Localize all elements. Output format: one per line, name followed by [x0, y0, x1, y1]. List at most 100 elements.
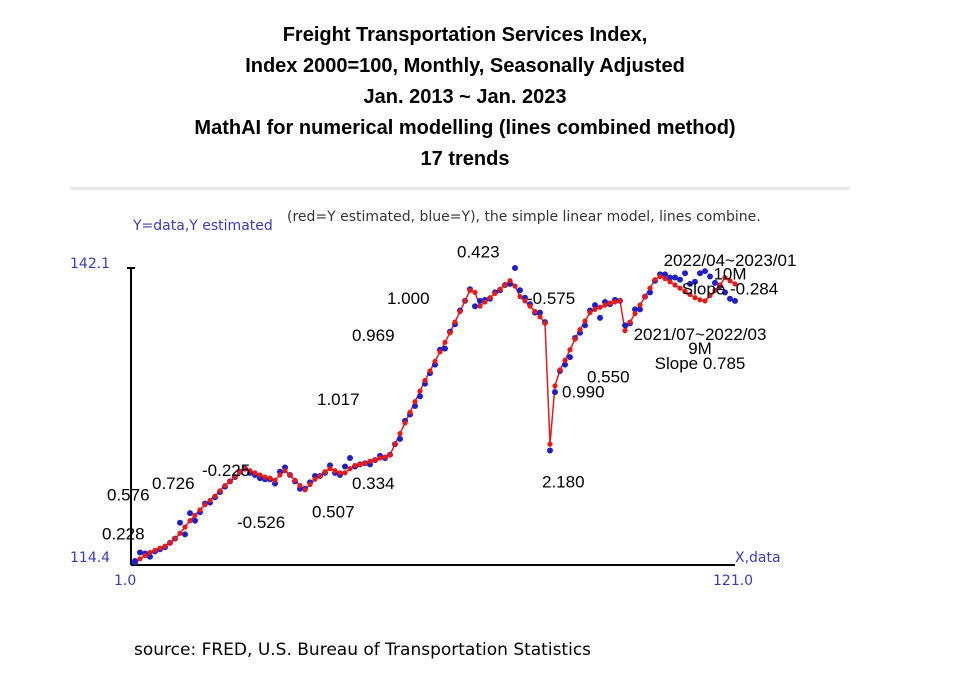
- estimated-point-red: [222, 482, 228, 489]
- estimated-point-red: [292, 477, 298, 483]
- estimated-point-red: [432, 358, 438, 365]
- estimated-point-red: [267, 475, 273, 481]
- estimated-point-red: [302, 487, 308, 493]
- data-point-blue: [727, 295, 733, 302]
- data-point-blue: [517, 287, 523, 294]
- data-point-blue: [442, 345, 448, 352]
- estimated-point-red: [137, 556, 143, 562]
- trend-annotation: 9M: [688, 339, 712, 358]
- plot-top-border: [70, 187, 850, 190]
- estimated-point-red: [337, 470, 343, 476]
- estimated-point-red: [522, 298, 528, 304]
- estimated-point-red: [467, 287, 473, 293]
- estimated-point-red: [397, 430, 403, 437]
- estimated-point-red: [607, 300, 613, 306]
- estimated-point-red: [587, 309, 593, 316]
- data-point-blue: [417, 393, 423, 400]
- data-point-blue: [567, 354, 573, 361]
- trend-annotation: 0.576: [107, 485, 150, 504]
- estimated-point-red: [592, 306, 598, 312]
- estimated-point-red: [162, 543, 168, 549]
- data-point-blue: [707, 273, 713, 280]
- estimated-point-red: [702, 298, 708, 304]
- data-point-blue: [592, 302, 598, 309]
- estimated-point-red: [322, 469, 328, 475]
- estimated-point-red: [652, 277, 658, 283]
- trend-annotation: 2021/07~2022/03: [634, 325, 767, 344]
- data-point-blue: [537, 309, 543, 316]
- trend-annotation: Slope 0.785: [655, 354, 746, 373]
- data-point-blue: [131, 558, 139, 566]
- estimated-point-red: [417, 388, 423, 394]
- estimated-series-line: [134, 275, 736, 563]
- estimated-point-red: [442, 339, 448, 345]
- data-point-blue: [662, 271, 668, 278]
- estimated-point-red: [657, 273, 663, 280]
- data-point-blue: [687, 280, 693, 287]
- estimated-point-red: [197, 507, 203, 513]
- estimated-point-red: [582, 318, 588, 324]
- estimated-point-red: [217, 488, 223, 494]
- data-point-blue: [342, 463, 348, 470]
- trend-annotation: -0.225: [202, 461, 250, 480]
- estimated-point-red: [572, 336, 578, 342]
- estimated-point-red: [412, 399, 418, 405]
- estimated-point-red: [347, 465, 353, 472]
- trend-annotation: 2022/04~2023/01: [664, 251, 797, 270]
- chart-title-block: Freight Transportation Services Index, I…: [0, 20, 930, 175]
- trend-annotation: 0.423: [457, 242, 500, 261]
- data-point-blue: [702, 268, 708, 275]
- trend-annotation: 0.507: [312, 502, 355, 521]
- estimated-point-red: [232, 474, 238, 480]
- estimated-point-red: [532, 308, 538, 315]
- estimated-point-red: [382, 454, 388, 460]
- data-point-blue: [647, 289, 653, 296]
- data-point-blue: [347, 454, 353, 461]
- data-point-blue: [182, 531, 188, 538]
- trend-annotation: 2.180: [542, 473, 585, 492]
- estimated-point-red: [242, 465, 248, 472]
- estimated-point-red: [282, 468, 288, 474]
- data-point-blue: [732, 297, 738, 304]
- estimated-point-red: [527, 303, 533, 309]
- estimated-point-red: [172, 536, 178, 542]
- estimated-point-red: [697, 297, 703, 303]
- estimated-point-red: [557, 367, 563, 373]
- estimated-point-red: [717, 282, 723, 288]
- estimated-point-red: [712, 287, 718, 293]
- data-point-blue: [397, 435, 403, 442]
- estimated-point-red: [577, 326, 583, 333]
- estimated-point-red: [642, 294, 648, 300]
- estimated-point-red: [312, 476, 318, 482]
- trend-annotation: -0.575: [527, 289, 575, 308]
- x-axis-label: X,data: [735, 550, 781, 566]
- estimated-point-red: [272, 477, 278, 483]
- estimated-point-red: [362, 460, 368, 466]
- estimated-point-red: [422, 377, 428, 384]
- estimated-point-red: [507, 278, 513, 284]
- estimated-point-red: [462, 298, 468, 304]
- estimated-point-red: [447, 330, 453, 336]
- estimated-point-red: [377, 455, 383, 461]
- estimated-point-red: [437, 349, 443, 355]
- estimated-point-red: [392, 441, 398, 447]
- estimated-point-red: [707, 292, 713, 299]
- trend-annotation: 1.000: [387, 289, 430, 308]
- estimated-point-red: [472, 289, 478, 296]
- estimated-point-red: [427, 368, 433, 374]
- estimated-point-red: [617, 298, 623, 304]
- estimated-point-red: [227, 478, 233, 484]
- estimated-point-red: [562, 357, 568, 363]
- trend-annotation: 0.228: [102, 525, 145, 544]
- estimated-point-red: [597, 304, 603, 310]
- estimated-point-red: [257, 472, 263, 478]
- trend-annotation: Slope -0.284: [682, 280, 778, 299]
- trend-annotation: 10M: [713, 265, 746, 284]
- data-point-blue: [582, 322, 588, 329]
- chart-title-line-4: MathAI for numerical modelling (lines co…: [194, 117, 736, 139]
- data-point-blue: [477, 297, 483, 304]
- estimated-point-red: [402, 420, 408, 426]
- data-point-blue: [632, 306, 638, 313]
- estimated-point-red: [192, 512, 198, 518]
